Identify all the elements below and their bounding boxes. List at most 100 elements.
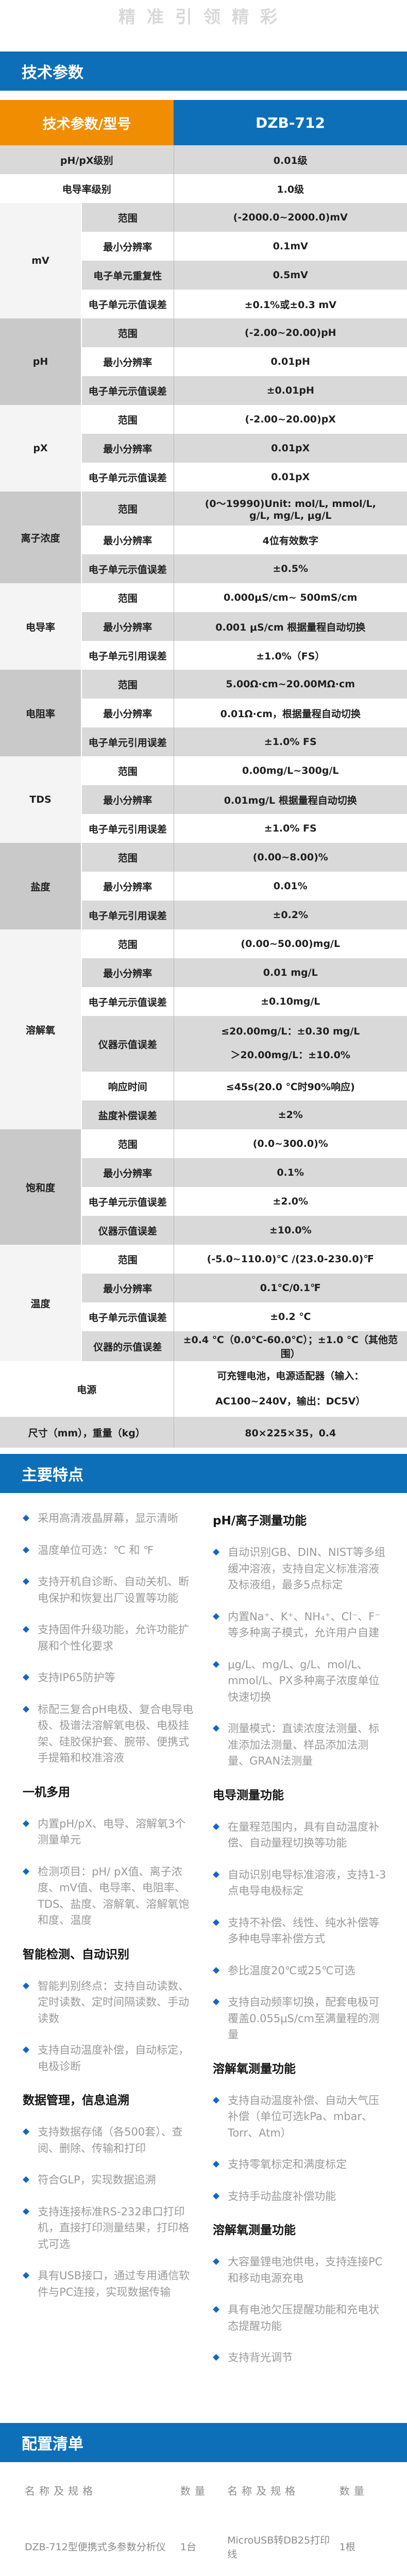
feature-item: ◆支持固件升级功能，允许功能扩展和个性化要求 — [23, 1622, 196, 1654]
feature-text: μg/L、mg/L、g/L、mol/L、mmol/L、PX多种离子浓度单位快速切… — [228, 1657, 386, 1706]
diamond-bullet-icon: ◆ — [213, 1819, 219, 1835]
spec-param-label: 盐度补偿误差 — [81, 1100, 174, 1129]
diamond-bullet-icon: ◆ — [23, 1816, 29, 1832]
feature-subheading: pH/离子测量功能 — [213, 1511, 386, 1528]
spec-param-label: 电子单元引用误差 — [81, 641, 174, 670]
feature-text: 支持零氧标定和满度标定 — [228, 2157, 347, 2173]
spec-param-label: 电子单元示值误差 — [81, 987, 174, 1016]
spec-param-value: ±2% — [174, 1100, 407, 1129]
spec-group-label: 温度 — [0, 1245, 81, 1361]
feature-subheading: 数据管理，信息追溯 — [23, 2090, 196, 2108]
feature-text: 支持自动温度补偿、自动大气压补偿（单位可选kPa、mbar、Torr、Atm） — [228, 2093, 386, 2142]
spec-param-value: ±0.2% — [174, 901, 407, 929]
spec-param-value: (0.00~50.00)mg/L — [174, 929, 407, 958]
spec-param-value: 0.01pX — [174, 463, 407, 492]
feature-item: ◆在量程范围内，具有自动温度补偿、自动量程切换等功能 — [213, 1819, 386, 1852]
feature-item: ◆支持不补偿、线性、纯水补偿等多种电导率补偿方式 — [213, 1915, 386, 1947]
config-col-header: 名称及规格 — [227, 2476, 340, 2517]
feature-text: 支持背光调节 — [228, 2350, 293, 2366]
spec-param-value: 0.01 mg/L — [174, 958, 407, 987]
spec-param-label: 电子单元引用误差 — [81, 727, 174, 756]
feature-text: 支持自动频率切换，配套电极可覆盖0.055μS/cm至满量程的测量 — [228, 1994, 386, 2043]
spec-param-value: (-2.00~20.00)pX — [174, 405, 407, 434]
spec-param-label: 最小分辨率 — [81, 612, 174, 641]
spec-param-value: ≤45s(20.0 ℃时90%响应) — [174, 1072, 407, 1100]
spec-group-label: 盐度 — [0, 843, 81, 929]
spec-param-value: ±0.4 ℃（0.0℃-60.0℃）；±1.0 ℃（其他范围） — [174, 1331, 407, 1361]
spec-param-label: 最小分辨率 — [81, 1274, 174, 1302]
features-left-column: ◆采用高清液晶屏幕，显示清晰◆温度单位可选：℃ 和 ℉◆支持开机自诊断、自动关机… — [23, 1511, 196, 2382]
section-title-config: 配置清单 — [0, 2423, 407, 2462]
spec-param-value: 0.5mV — [174, 261, 407, 290]
spec-param-label: 电子单元示值误差 — [81, 1187, 174, 1216]
spec-param-label: 范围 — [81, 670, 174, 699]
diamond-bullet-icon: ◆ — [213, 2157, 219, 2172]
config-item-qty: 1台 — [180, 2517, 227, 2576]
feature-item: ◆支持连接标准RS-232串口打印机，直接打印测量结果，打印格式可选 — [23, 2204, 196, 2253]
diamond-bullet-icon: ◆ — [23, 2042, 29, 2058]
spec-param-label: 电子单元示值误差 — [81, 554, 174, 583]
spec-group-label: 电导率 — [0, 583, 81, 670]
spec-param-value: ±2.0% — [174, 1187, 407, 1216]
spec-param-value: (-5.0~110.0)℃ /(23.0-230.0)℉ — [174, 1245, 407, 1274]
diamond-bullet-icon: ◆ — [213, 1963, 219, 1978]
spec-row: 电源可充锂电池，电源适配器（输入： AC100~240V，输出：DC5V） — [0, 1361, 407, 1417]
spec-param-value: (0.0~300.0)% — [174, 1129, 407, 1158]
feature-item: ◆自动识别GB、DIN、NIST等多组缓冲溶液，支持自定义标准溶液及标液组，最多… — [213, 1545, 386, 1594]
feature-text: 参比温度20℃或25℃可选 — [228, 1963, 355, 1979]
feature-item: ◆支持IP65防护等 — [23, 1670, 196, 1686]
diamond-bullet-icon: ◆ — [23, 1543, 29, 1558]
feature-text: 具有USB接口，通过专用通信软件与PC连接，实现数据传输 — [38, 2268, 196, 2300]
spec-param-value: 4位有效数字 — [174, 526, 407, 554]
diamond-bullet-icon: ◆ — [23, 1511, 29, 1526]
feature-subheading: 溶解氧测量功能 — [213, 2220, 386, 2238]
feature-item: ◆支持数据存储（各500套）、查阅、删除、传输和打印 — [23, 2124, 196, 2157]
feature-text: 内置pH/pX、电导、溶解氧3个测量单元 — [38, 1816, 196, 1849]
spec-param-label: 电子单元重复性 — [81, 261, 174, 290]
feature-item: ◆μg/L、mg/L、g/L、mol/L、mmol/L、PX多种离子浓度单位快速… — [213, 1657, 386, 1706]
spec-param-value: 0.001 μS/cm 根据量程自动切换 — [174, 612, 407, 641]
spec-group-label: 离子浓度 — [0, 492, 81, 583]
config-header-row: 名称及规格数量名称及规格数量 — [25, 2476, 386, 2517]
spec-param-label: 范围 — [81, 405, 174, 434]
spec-group-label: 溶解氧 — [0, 929, 81, 1129]
spec-param-value: ±1.0% FS — [174, 727, 407, 756]
spec-param-value: ±0.2 ℃ — [174, 1302, 407, 1331]
feature-item: ◆支持自动频率切换，配套电极可覆盖0.055μS/cm至满量程的测量 — [213, 1994, 386, 2043]
diamond-bullet-icon: ◆ — [23, 2268, 29, 2283]
spec-param-label: 电子单元示值误差 — [81, 376, 174, 405]
spec-param-label: pH/pX级别 — [0, 145, 174, 174]
feature-text: 支持IP65防护等 — [38, 1670, 115, 1686]
config-col-header: 数量 — [180, 2476, 227, 2517]
feature-item: ◆支持手动盐度补偿功能 — [213, 2189, 386, 2205]
feature-item: ◆内置Na⁺、K⁺、NH₄⁺、Cl⁻、F⁻等多种离子模式，允许用户自建 — [213, 1609, 386, 1641]
spec-header-model: DZB-712 — [174, 100, 407, 145]
feature-item: ◆支持自动温度补偿，自动标定，电极诊断 — [23, 2042, 196, 2075]
spec-param-label: 最小分辨率 — [81, 526, 174, 554]
spec-row: 尺寸（mm），重量（kg）80×225×35，0.4 — [0, 1417, 407, 1448]
diamond-bullet-icon: ◆ — [213, 2254, 219, 2269]
diamond-bullet-icon: ◆ — [213, 2302, 219, 2317]
diamond-bullet-icon: ◆ — [23, 1574, 29, 1589]
spec-param-label: 电源 — [0, 1361, 174, 1417]
diamond-bullet-icon: ◆ — [23, 2124, 29, 2140]
spec-param-label: 范围 — [81, 756, 174, 785]
feature-text: 采用高清液晶屏幕，显示清晰 — [38, 1511, 178, 1527]
spec-param-value: ±0.5% — [174, 554, 407, 583]
spec-group-label: pH — [0, 318, 81, 405]
diamond-bullet-icon: ◆ — [23, 2172, 29, 2188]
spec-header-param: 技术参数/型号 — [0, 100, 174, 145]
spec-param-value: 0.01级 — [174, 145, 407, 174]
feature-item: ◆检测项目：pH/ pX值、离子浓度、mV值、电导率、电阻率、TDS、盐度、溶解… — [23, 1864, 196, 1929]
spec-param-label: 仪器的示值误差 — [81, 1331, 174, 1361]
feature-item: ◆大容量锂电池供电，支持连接PC和移动电源充电 — [213, 2254, 386, 2286]
spec-param-value: 0.01pH — [174, 347, 407, 376]
spec-param-value: (-2.00~20.00)pH — [174, 318, 407, 347]
feature-item: ◆自动识别电导标准溶液，支持1-3点电导电极标定 — [213, 1867, 386, 1900]
spec-group-label: 饱和度 — [0, 1129, 81, 1245]
